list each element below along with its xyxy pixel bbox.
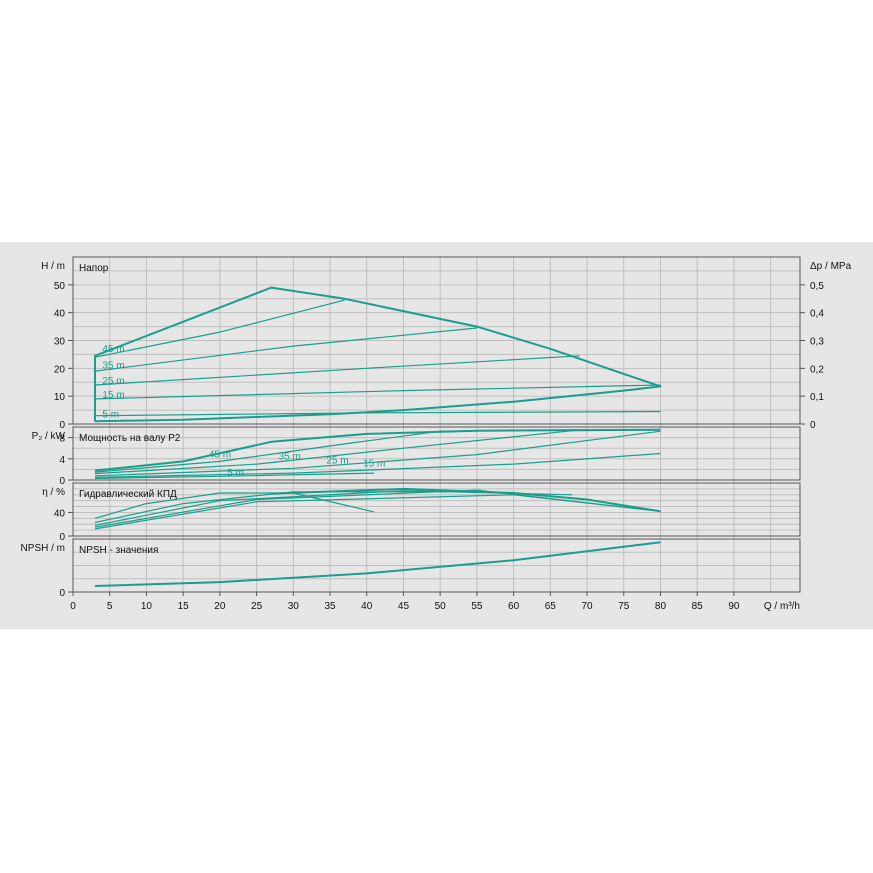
curve-label: 15 m xyxy=(102,390,124,401)
panel-title: NPSH - значения xyxy=(79,545,158,556)
panel-frame xyxy=(72,482,801,537)
panel-frame xyxy=(72,426,801,481)
x-tick-label: 70 xyxy=(581,601,593,612)
curve-label: 5 m xyxy=(102,409,119,420)
curve-label: 35 m xyxy=(102,361,124,372)
y-tick-label: 0 xyxy=(59,532,65,543)
y-tick-label: 10 xyxy=(54,392,66,403)
curve-1-2 xyxy=(94,429,661,475)
curve-label: 25 m xyxy=(326,455,348,466)
y-tick-label: 4 xyxy=(59,455,65,466)
curve-1-1 xyxy=(94,429,588,473)
y2-tick-label: 0,3 xyxy=(810,337,824,348)
curve-1-4 xyxy=(94,452,661,478)
curve-0-4 xyxy=(94,384,661,400)
panel-title: Мощность на валу P2 xyxy=(79,433,181,444)
x-tick-label: 35 xyxy=(324,601,336,612)
x-tick-label: 20 xyxy=(214,601,226,612)
y-tick-label: 0 xyxy=(59,476,65,487)
curve-0-0 xyxy=(94,286,662,423)
x-tick-label: 65 xyxy=(545,601,557,612)
x-tick-label: 15 xyxy=(178,601,190,612)
panel-frame xyxy=(72,538,801,593)
curve-2-5 xyxy=(94,494,661,530)
curve-label: 5 m xyxy=(227,468,244,479)
y-tick-label: 0 xyxy=(59,588,65,599)
y-tick-label: 20 xyxy=(54,364,66,375)
y-axis-label: η / % xyxy=(42,487,65,498)
curve-1-3 xyxy=(94,430,661,477)
x-tick-label: 50 xyxy=(435,601,447,612)
chart-panel: 0 10 20 30 40 50 0 0,1 0,2 0,3 0,4 0,5 Δp / MPa H / m… xyxy=(0,242,873,629)
x-tick-label: 75 xyxy=(618,601,630,612)
x-tick-label: 5 xyxy=(107,601,113,612)
x-tick-label: 30 xyxy=(288,601,300,612)
x-tick-label: 55 xyxy=(471,601,483,612)
panel-title: Напор xyxy=(79,263,109,274)
curve-label: 35 m xyxy=(279,452,301,463)
x-axis-label: Q / m³/h xyxy=(764,601,800,612)
y2-tick-label: 0,5 xyxy=(810,281,824,292)
x-tick-label: 25 xyxy=(251,601,263,612)
curve-0-2 xyxy=(94,327,477,372)
panel-title: Гидравлический КПД xyxy=(79,489,177,500)
curve-label: 15 m xyxy=(363,459,385,470)
curve-label: 45 m xyxy=(102,344,124,355)
curve-0-5 xyxy=(94,410,661,417)
y-axis-label: NPSH / m xyxy=(21,543,65,554)
y2-tick-label: 0,1 xyxy=(810,392,824,403)
x-tick-label: 0 xyxy=(70,601,76,612)
x-tick-label: 80 xyxy=(655,601,667,612)
x-tick-label: 90 xyxy=(728,601,740,612)
panel-frames xyxy=(68,256,805,596)
y2-tick-label: 0,4 xyxy=(810,309,824,320)
curve-label: 25 m xyxy=(102,376,124,387)
curve-label: 45 m xyxy=(209,450,231,461)
y2-axis-label: Δp / MPa xyxy=(810,261,852,272)
y-tick-label: 30 xyxy=(54,337,66,348)
curves xyxy=(94,286,662,587)
curve-3-0 xyxy=(94,541,661,587)
x-tick-label: 40 xyxy=(361,601,373,612)
x-tick-label: 60 xyxy=(508,601,520,612)
y-tick-label: 40 xyxy=(54,508,66,519)
curve-1-5 xyxy=(94,472,375,479)
curve-2-3 xyxy=(94,490,573,526)
y-axis-label: H / m xyxy=(41,261,65,272)
y-tick-label: 8 xyxy=(59,434,65,445)
x-tick-label: 10 xyxy=(141,601,153,612)
x-tick-label: 45 xyxy=(398,601,410,612)
curve-2-1 xyxy=(94,492,375,519)
y2-tick-label: 0 xyxy=(810,420,816,431)
y-axis-label: P₂ / kW xyxy=(32,431,66,442)
x-tick-label: 85 xyxy=(692,601,704,612)
y-tick-label: 50 xyxy=(54,281,66,292)
y-tick-label: 40 xyxy=(54,309,66,320)
curve-0-3 xyxy=(94,355,580,386)
curve-0-1 xyxy=(94,299,345,358)
y-tick-label: 0 xyxy=(59,420,65,431)
y2-tick-label: 0,2 xyxy=(810,364,824,375)
